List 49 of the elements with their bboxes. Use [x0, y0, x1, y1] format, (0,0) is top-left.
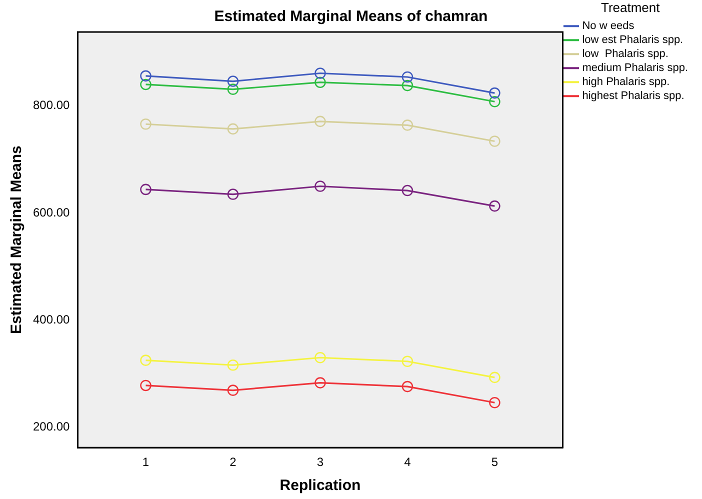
- y-axis-title: Estimated Marginal Means: [8, 146, 26, 334]
- y-tick-label: 400.00: [33, 312, 70, 326]
- x-axis-title: Replication: [280, 477, 361, 494]
- point: [227, 384, 239, 396]
- legend-label: highest Phalaris spp.: [582, 90, 684, 102]
- point: [140, 184, 152, 196]
- legend-label: medium Phalaris spp.: [582, 62, 688, 74]
- x-tick-label: 5: [491, 455, 498, 470]
- point: [140, 70, 152, 82]
- point: [314, 68, 326, 79]
- point: [402, 356, 414, 368]
- point: [402, 80, 414, 92]
- point: [227, 188, 239, 200]
- y-tick-label: 800.00: [33, 98, 70, 112]
- point: [489, 136, 500, 147]
- legend-label: low est Phalaris spp.: [582, 34, 684, 46]
- legend-title: Treatment: [600, 0, 660, 16]
- point: [489, 396, 500, 408]
- point: [489, 87, 500, 99]
- x-tick-label: 3: [316, 455, 324, 470]
- point: [402, 380, 414, 392]
- point: [489, 96, 500, 108]
- point: [489, 372, 500, 384]
- x-tick-label: 1: [142, 455, 150, 470]
- point: [227, 123, 239, 135]
- point: [140, 78, 152, 90]
- point: [314, 377, 326, 388]
- point: [227, 76, 239, 87]
- y-tick-label: 200.00: [33, 420, 70, 434]
- legend-label: No w eeds: [582, 20, 635, 32]
- y-tick-label: 600.00: [33, 205, 70, 220]
- point: [140, 118, 152, 130]
- point: [314, 76, 326, 88]
- point: [402, 71, 414, 83]
- point: [489, 200, 500, 212]
- point: [227, 84, 239, 95]
- x-tick-label: 2: [230, 455, 237, 470]
- point: [140, 354, 152, 366]
- x-tick-label: 4: [404, 455, 412, 470]
- legend-label: low Phalaris spp.: [582, 48, 668, 60]
- chart-title: Estimated Marginal Means of chamran: [214, 8, 488, 26]
- point: [314, 116, 326, 128]
- legend-label: high Phalaris spp.: [582, 76, 670, 88]
- point: [402, 120, 414, 131]
- point: [227, 359, 239, 371]
- point: [402, 184, 414, 196]
- point: [314, 352, 326, 364]
- point: [314, 180, 326, 192]
- point: [140, 380, 152, 392]
